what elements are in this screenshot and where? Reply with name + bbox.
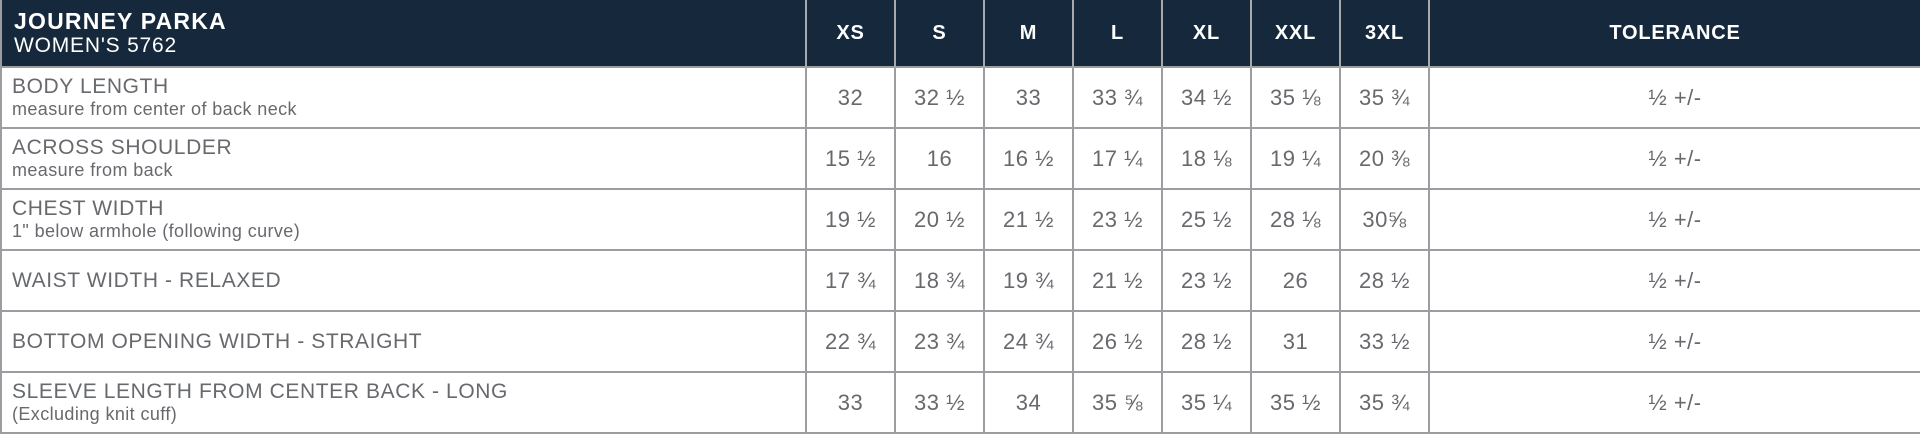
measurement-value: 21 ½ [1072,250,1162,311]
measurement-value: 17 ¾ [805,250,895,311]
row-label: CHEST WIDTH [12,197,165,221]
measurement-value: 35 ½ [1250,372,1340,433]
row-sublabel: (Excluding knit cuff) [12,404,178,425]
measurement-value: 35 ⅛ [1250,67,1340,128]
measurement-value: 28 ⅛ [1250,189,1340,250]
row-label-cell: BOTTOM OPENING WIDTH - STRAIGHT [1,311,806,372]
measurement-value: 28 ½ [1339,250,1429,311]
measurement-value: 32 ½ [894,67,984,128]
measurement-value: 23 ¾ [894,311,984,372]
table-row-chest-width: CHEST WIDTH 1" below armhole (following … [1,189,1920,250]
measurement-value: 33 ¾ [1072,67,1162,128]
column-header-tolerance: TOLERANCE [1428,0,1920,67]
measurement-value: 35 ¾ [1339,372,1429,433]
measurement-value: 35 ¼ [1161,372,1251,433]
column-header-3xl: 3XL [1339,0,1429,67]
table-row-sleeve-length: SLEEVE LENGTH FROM CENTER BACK - LONG (E… [1,372,1920,433]
measurement-value: 34 [983,372,1073,433]
product-header-cell: JOURNEY PARKA WOMEN'S 5762 [1,0,806,67]
table-row-body-length: BODY LENGTH measure from center of back … [1,67,1920,128]
measurement-value: 20 ⅜ [1339,128,1429,189]
product-title: JOURNEY PARKA [14,7,227,34]
row-label: WAIST WIDTH - RELAXED [12,268,282,292]
measurement-value: 19 ¾ [983,250,1073,311]
measurement-value: 18 ⅛ [1161,128,1251,189]
measurement-value: 28 ½ [1161,311,1251,372]
row-label: SLEEVE LENGTH FROM CENTER BACK - LONG [12,380,508,404]
row-label-cell: WAIST WIDTH - RELAXED [1,250,806,311]
measurement-value: 35 ⅝ [1072,372,1162,433]
column-header-s: S [894,0,984,67]
measurement-value: 33 ½ [894,372,984,433]
measurement-value: 16 [894,128,984,189]
measurement-value: 32 [805,67,895,128]
measurement-value: 33 [805,372,895,433]
row-label-cell: ACROSS SHOULDER measure from back [1,128,806,189]
column-header-xs: XS [805,0,895,67]
measurement-value: 26 ½ [1072,311,1162,372]
row-sublabel: measure from back [12,160,173,181]
measurement-value: 25 ½ [1161,189,1251,250]
column-header-m: M [983,0,1073,67]
measurement-value: 23 ½ [1161,250,1251,311]
row-sublabel: measure from center of back neck [12,99,297,120]
measurement-value: 24 ¾ [983,311,1073,372]
row-label: ACROSS SHOULDER [12,136,233,160]
measurement-value: 15 ½ [805,128,895,189]
tolerance-value: ½ +/- [1428,372,1920,433]
row-label-cell: BODY LENGTH measure from center of back … [1,67,806,128]
measurement-value: 31 [1250,311,1340,372]
row-label: BOTTOM OPENING WIDTH - STRAIGHT [12,329,423,353]
measurement-value: 33 ½ [1339,311,1429,372]
measurement-value: 35 ¾ [1339,67,1429,128]
tolerance-value: ½ +/- [1428,128,1920,189]
measurement-value: 16 ½ [983,128,1073,189]
measurement-value: 22 ¾ [805,311,895,372]
column-header-xxl: XXL [1250,0,1340,67]
measurement-value: 19 ½ [805,189,895,250]
measurement-value: 26 [1250,250,1340,311]
column-header-l: L [1072,0,1162,67]
header-row: JOURNEY PARKA WOMEN'S 5762 XS S M L XL X… [1,0,1920,67]
measurement-value: 20 ½ [894,189,984,250]
tolerance-value: ½ +/- [1428,189,1920,250]
measurement-value: 21 ½ [983,189,1073,250]
row-label: BODY LENGTH [12,75,169,99]
measurement-value: 34 ½ [1161,67,1251,128]
product-subtitle: WOMEN'S 5762 [14,34,177,58]
row-label-cell: SLEEVE LENGTH FROM CENTER BACK - LONG (E… [1,372,806,433]
measurement-value: 17 ¼ [1072,128,1162,189]
row-sublabel: 1" below armhole (following curve) [12,221,301,242]
table-row-waist-width: WAIST WIDTH - RELAXED 17 ¾ 18 ¾ 19 ¾ 21 … [1,250,1920,311]
table-row-across-shoulder: ACROSS SHOULDER measure from back 15 ½ 1… [1,128,1920,189]
measurement-value: 30⅝ [1339,189,1429,250]
measurement-value: 33 [983,67,1073,128]
table-row-bottom-opening-width: BOTTOM OPENING WIDTH - STRAIGHT 22 ¾ 23 … [1,311,1920,372]
tolerance-value: ½ +/- [1428,67,1920,128]
measurement-value: 23 ½ [1072,189,1162,250]
tolerance-value: ½ +/- [1428,250,1920,311]
column-header-xl: XL [1161,0,1251,67]
measurement-value: 19 ¼ [1250,128,1340,189]
tolerance-value: ½ +/- [1428,311,1920,372]
measurement-value: 18 ¾ [894,250,984,311]
row-label-cell: CHEST WIDTH 1" below armhole (following … [1,189,806,250]
